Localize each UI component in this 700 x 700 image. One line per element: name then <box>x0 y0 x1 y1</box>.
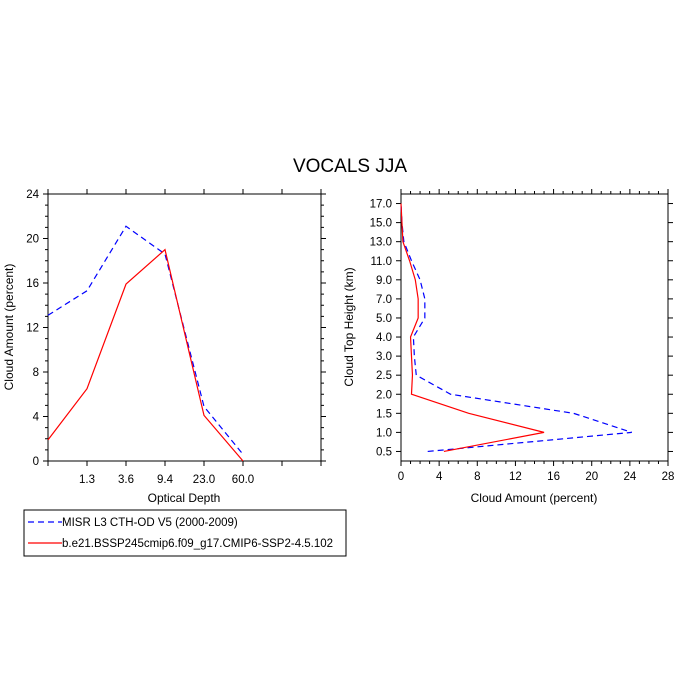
right-series-line-1 <box>400 203 545 453</box>
left-plot-frame <box>47 193 322 462</box>
legend: MISR L3 CTH-OD V5 (2000-2009) b.e21.BSSP… <box>23 509 347 557</box>
right-series-line-0 <box>400 203 632 453</box>
left-x-tick-label: 9.4 <box>157 474 174 486</box>
chart-title: VOCALS JJA <box>293 156 407 177</box>
left-y-tick-label: 20 <box>26 234 39 246</box>
left-x-tick-label: 1.3 <box>79 474 95 486</box>
right-x-tick-label: 28 <box>662 471 675 483</box>
right-plot-frame <box>400 193 669 462</box>
right-x-tick-label: 12 <box>509 471 522 483</box>
left-y-axis-label: Cloud Amount (percent) <box>2 264 16 391</box>
left-x-tick-label: 23.0 <box>193 474 215 486</box>
right-x-tick-label: 8 <box>474 471 480 483</box>
right-y-tick-label: 5.0 <box>376 313 392 325</box>
right-y-tick-label: 17.0 <box>370 199 392 211</box>
left-series <box>47 225 244 462</box>
right-y-tick-label: 9.0 <box>376 275 392 287</box>
left-axis-ticks: 0 4 8 12 16 20 24 1.3 3.6 9.4 23.0 60.0 <box>26 189 326 486</box>
right-y-tick-label: 3.0 <box>376 351 392 363</box>
left-x-tick-label: 3.6 <box>118 474 134 486</box>
legend-label-misr: MISR L3 CTH-OD V5 (2000-2009) <box>62 517 238 529</box>
left-y-tick-label: 0 <box>33 456 39 468</box>
left-series-line-0 <box>47 225 244 455</box>
left-y-tick-label: 16 <box>26 278 39 290</box>
right-x-tick-label: 16 <box>547 471 560 483</box>
right-x-tick-label: 0 <box>398 471 404 483</box>
right-x-axis-label: Cloud Amount (percent) <box>471 491 598 505</box>
right-x-tick-label: 4 <box>436 471 443 483</box>
legend-label-model: b.e21.BSSP245cmip6.f09_g17.CMIP6-SSP2-4.… <box>62 538 333 550</box>
right-x-tick-label: 20 <box>585 471 598 483</box>
right-x-tick-label: 24 <box>623 471 636 483</box>
right-series <box>400 203 632 453</box>
left-series-line-1 <box>47 248 244 462</box>
left-y-tick-label: 4 <box>33 412 40 424</box>
left-y-tick-label: 12 <box>26 323 39 335</box>
right-y-tick-label: 2.0 <box>376 389 392 401</box>
left-y-tick-label: 24 <box>26 189 39 201</box>
right-y-tick-label: 1.5 <box>376 408 392 420</box>
right-y-tick-label: 2.5 <box>376 370 392 382</box>
right-y-tick-label: 11.0 <box>370 256 392 268</box>
left-x-axis-label: Optical Depth <box>148 491 221 505</box>
right-y-tick-label: 0.5 <box>376 446 392 458</box>
right-y-tick-label: 1.0 <box>376 427 392 439</box>
left-panel: 0 4 8 12 16 20 24 1.3 3.6 9.4 23.0 60.0 Optical Dep… <box>2 189 326 505</box>
right-y-tick-label: 15.0 <box>370 218 392 230</box>
legend-box <box>23 509 347 557</box>
right-axis-ticks: 0 4 8 12 16 20 24 28 0.5 1.0 1.5 2.0 2.5 3.0 4.0 5.0 7.0… <box>370 189 675 483</box>
right-y-tick-label: 4.0 <box>376 332 392 344</box>
right-panel: 0 4 8 12 16 20 24 28 0.5 1.0 1.5 2.0 2.5 3.0 4.0 5.0 7.0… <box>342 189 674 505</box>
left-x-tick-label: 60.0 <box>232 474 254 486</box>
right-y-axis-label: Cloud Top Height (km) <box>342 267 356 386</box>
left-y-tick-label: 8 <box>33 367 39 379</box>
right-y-tick-label: 13.0 <box>370 237 392 249</box>
right-y-tick-label: 7.0 <box>376 294 392 306</box>
